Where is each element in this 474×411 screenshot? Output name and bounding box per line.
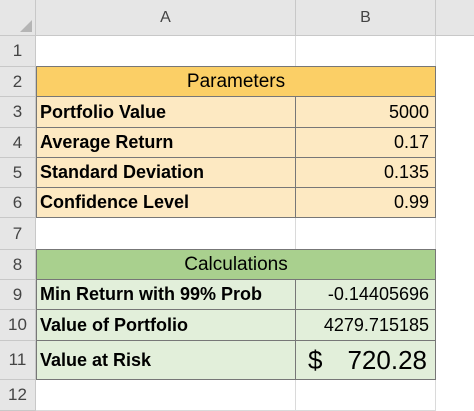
row-header-6[interactable]: 6 — [0, 188, 36, 218]
select-all-corner[interactable] — [0, 0, 36, 36]
currency-symbol: $ — [308, 344, 323, 375]
cell-a7[interactable] — [36, 218, 296, 250]
cell-b1[interactable] — [296, 36, 436, 67]
row-header-5[interactable]: 5 — [0, 158, 36, 188]
column-header-b[interactable]: B — [296, 0, 436, 36]
calc-label-min-return[interactable]: Min Return with 99% Prob — [36, 280, 296, 310]
value-at-risk-amount: 720.28 — [347, 344, 427, 375]
row-header-7[interactable]: 7 — [0, 218, 36, 250]
row-header-9[interactable]: 9 — [0, 280, 36, 310]
row-header-1[interactable]: 1 — [0, 36, 36, 67]
parameters-title[interactable]: Parameters — [36, 66, 436, 97]
param-value-confidence-level[interactable]: 0.99 — [296, 188, 436, 218]
param-label-standard-deviation[interactable]: Standard Deviation — [36, 158, 296, 188]
param-value-portfolio-value[interactable]: 5000 — [296, 97, 436, 128]
calc-label-value-of-portfolio[interactable]: Value of Portfolio — [36, 310, 296, 341]
param-label-confidence-level[interactable]: Confidence Level — [36, 188, 296, 218]
row-header-4[interactable]: 4 — [0, 128, 36, 158]
calc-label-value-at-risk[interactable]: Value at Risk — [36, 341, 296, 380]
cell-b12[interactable] — [296, 380, 436, 411]
param-label-portfolio-value[interactable]: Portfolio Value — [36, 97, 296, 128]
select-all-triangle-icon — [20, 20, 32, 32]
row-header-3[interactable]: 3 — [0, 97, 36, 128]
calc-value-value-at-risk[interactable]: $ 720.28 — [296, 341, 436, 380]
calc-value-min-return[interactable]: -0.14405696 — [296, 280, 436, 310]
column-header-empty — [436, 0, 474, 36]
row-header-12[interactable]: 12 — [0, 380, 36, 411]
param-value-standard-deviation[interactable]: 0.135 — [296, 158, 436, 188]
cell-a1[interactable] — [36, 36, 296, 67]
row-header-8[interactable]: 8 — [0, 250, 36, 280]
row-header-11[interactable]: 11 — [0, 341, 36, 380]
cell-a12[interactable] — [36, 380, 296, 411]
row-header-10[interactable]: 10 — [0, 310, 36, 341]
param-label-average-return[interactable]: Average Return — [36, 128, 296, 158]
calculations-title[interactable]: Calculations — [36, 249, 436, 280]
param-value-average-return[interactable]: 0.17 — [296, 128, 436, 158]
calc-value-value-of-portfolio[interactable]: 4279.715185 — [296, 310, 436, 341]
cell-b7[interactable] — [296, 218, 436, 250]
column-header-a[interactable]: A — [36, 0, 296, 36]
row-header-2[interactable]: 2 — [0, 67, 36, 97]
